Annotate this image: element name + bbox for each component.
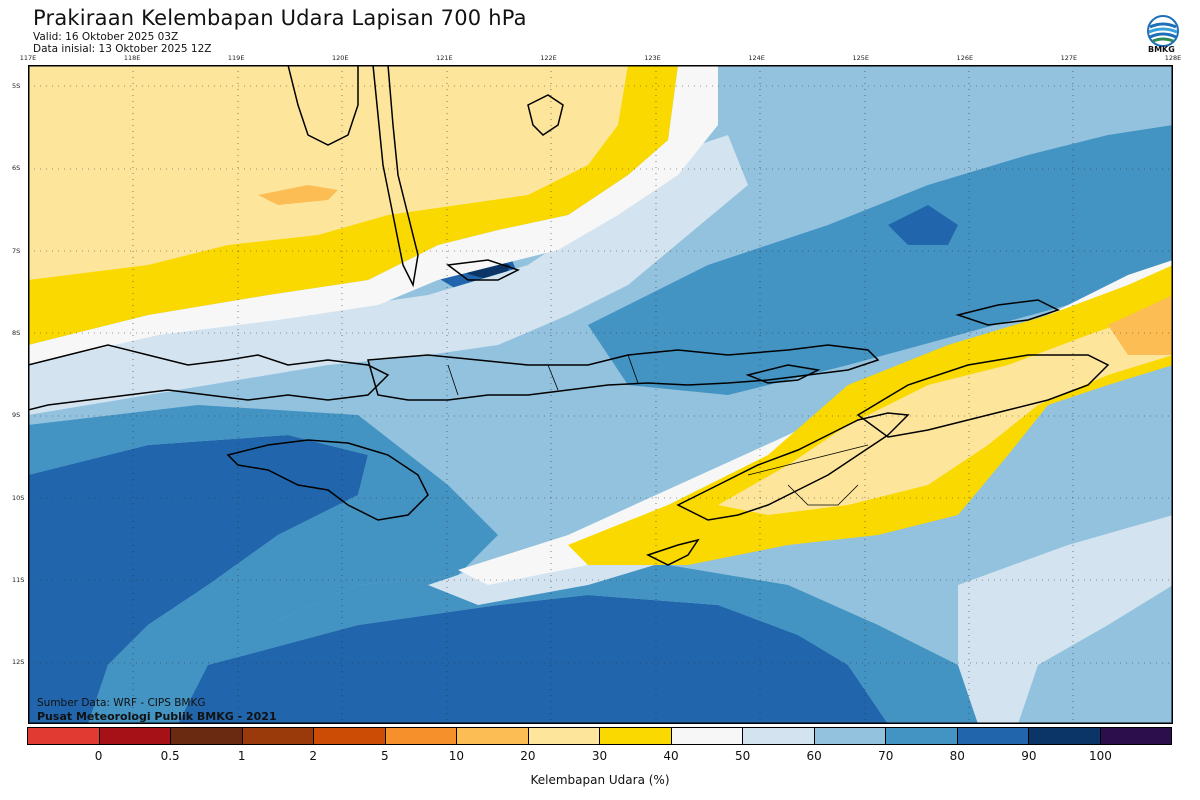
colorbar-tick-label: 1 (237, 749, 246, 763)
island-sulawesi-south (372, 65, 419, 288)
island-north-west (287, 65, 359, 146)
colorbar-tick-label: 60 (806, 749, 822, 763)
colorbar-swatch (886, 728, 958, 744)
graticule (28, 65, 1173, 724)
longitude-label: 117E (19, 54, 37, 62)
longitude-label: 121E (436, 54, 453, 62)
colorbar-swatch (99, 728, 171, 744)
colorbar-tick-label: 70 (878, 749, 894, 763)
longitude-label: 120E (332, 54, 349, 62)
colorbar-swatch (457, 728, 529, 744)
map-title: Prakiraan Kelembapan Udara Lapisan 700 h… (33, 6, 527, 30)
longitude-label: 118E (123, 54, 141, 62)
colorbar-tick-label: 0.5 (160, 749, 180, 763)
map-frame (28, 65, 1173, 724)
colorbar-tick-label: 90 (1021, 749, 1037, 763)
longitude-label: 126E (956, 54, 974, 62)
latitude-label: 12S (12, 658, 25, 667)
colorbar-title: Kelembapan Udara (%) (530, 773, 670, 787)
longitude-label: 123E (644, 54, 661, 62)
latitude-label: 9S (12, 411, 21, 420)
colorbar-tick-label: 2 (309, 749, 318, 763)
island-timor-east (856, 354, 1110, 438)
longitude-label: 122E (540, 54, 557, 62)
colorbar-swatch (242, 728, 314, 744)
colorbar-swatch (671, 728, 743, 744)
field-wet-southwest (28, 405, 498, 724)
colorbar-tick-label: 10 (448, 749, 465, 763)
colorbar-tick-label: 80 (949, 749, 965, 763)
colorbar-tick-label: 20 (520, 749, 536, 763)
longitude-label: 128E (1164, 54, 1182, 62)
colorbar (27, 727, 1172, 745)
field-wet-northeast (588, 125, 1173, 395)
latitude-label: 8S (12, 328, 21, 337)
colorbar-swatch (528, 728, 600, 744)
colorbar-swatch (600, 728, 672, 744)
field-very-wet-southwest (28, 435, 368, 724)
colorbar-tick-label: 5 (380, 749, 389, 763)
coastlines (28, 65, 1110, 566)
data-source: Sumber Data: WRF - CIPS BMKG (37, 697, 206, 709)
bmkg-logo (1147, 15, 1179, 47)
humidity-map (28, 65, 1173, 724)
colorbar-tick-label: 40 (663, 749, 679, 763)
latitude-label: 7S (12, 246, 21, 255)
island-alor (745, 364, 821, 384)
colorbar-swatch (314, 728, 386, 744)
field-wet-south (208, 565, 1018, 724)
island-selayar (446, 259, 520, 281)
latitude-label: 10S (12, 493, 25, 502)
field-moist-light-southeast (958, 515, 1173, 724)
field-dry-orange-north (258, 185, 338, 205)
valid-time: Valid: 16 Oktober 2025 03Z (33, 31, 179, 43)
longitude-label: 119E (227, 54, 245, 62)
colorbar-swatch (171, 728, 243, 744)
latitude-label: 11S (12, 575, 25, 584)
island-timor (676, 412, 910, 521)
colorbar-swatch (28, 728, 100, 744)
field-dry-orange-east (1108, 295, 1173, 355)
colorbar-swatch (1100, 728, 1171, 744)
island-flores (367, 344, 880, 401)
logo-text: BMKG (1148, 45, 1175, 54)
organization-credit: Pusat Meteorologi Publik BMKG - 2021 (37, 710, 277, 723)
colorbar-swatch (385, 728, 457, 744)
inner-borders (447, 354, 869, 506)
colorbar-tick-label: 30 (591, 749, 608, 763)
island-wetar (955, 299, 1060, 326)
field-neutral-center (28, 65, 718, 365)
latitude-label: 6S (12, 164, 21, 173)
colorbar-swatch (814, 728, 886, 744)
initial-time: Data inisial: 13 Oktober 2025 12Z (33, 43, 212, 55)
colorbar-swatch (1029, 728, 1101, 744)
colorbar-swatch (743, 728, 815, 744)
colorbar-swatch (957, 728, 1029, 744)
island-buton (527, 94, 564, 136)
island-sumba (226, 439, 429, 521)
latitude-label: 5S (12, 82, 21, 90)
field-very-wet-east-blob (888, 205, 958, 245)
longitude-label: 124E (748, 54, 765, 62)
field-moist-light-center (28, 135, 748, 415)
colorbar-tick-label: 50 (734, 749, 751, 763)
longitude-label: 127E (1060, 54, 1078, 62)
island-rote (646, 538, 700, 566)
island-sumbawa (28, 344, 390, 411)
longitude-label: 125E (852, 54, 869, 62)
colorbar-tick-label: 100 (1088, 749, 1112, 763)
field-dry-light-diagonal (718, 305, 1173, 515)
field-very-wet-south (178, 595, 888, 724)
field-dry-light-north (28, 65, 628, 280)
colorbar-tick-label: 0 (94, 749, 103, 763)
